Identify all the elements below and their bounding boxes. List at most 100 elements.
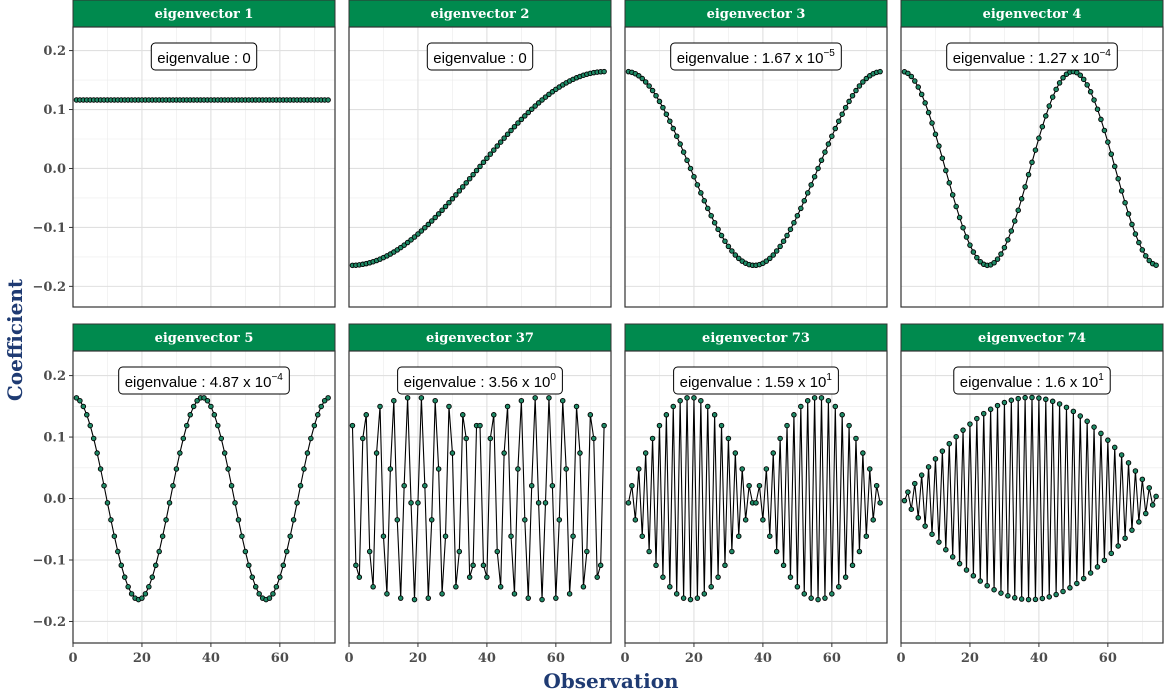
data-point — [736, 255, 742, 262]
data-point — [280, 562, 287, 569]
x-tick-label: 40 — [202, 651, 220, 666]
y-tick-label: 0.0 — [43, 162, 66, 177]
data-point — [425, 595, 432, 601]
data-point — [912, 480, 918, 487]
x-tick-label: 60 — [271, 651, 289, 666]
panel-border — [72, 26, 336, 308]
data-point — [228, 482, 235, 489]
data-point — [480, 562, 487, 569]
data-point — [1111, 163, 1118, 170]
data-point — [563, 466, 569, 472]
data-point — [680, 595, 687, 601]
data-point — [504, 403, 511, 410]
data-point — [470, 562, 476, 569]
data-point — [801, 198, 808, 204]
series-line — [903, 397, 1157, 600]
data-point — [1129, 221, 1135, 228]
data-point — [736, 533, 742, 539]
data-point — [325, 97, 331, 103]
data-point — [673, 133, 680, 139]
x-tick-label: 60 — [823, 651, 841, 666]
data-point — [460, 412, 466, 418]
data-point — [960, 427, 966, 433]
data-point — [118, 562, 125, 569]
data-point — [239, 533, 245, 539]
data-point — [991, 586, 997, 593]
data-point — [636, 466, 642, 472]
data-point — [1125, 211, 1132, 217]
data-point — [218, 435, 224, 442]
data-point — [566, 591, 573, 597]
data-point — [715, 574, 721, 580]
data-point — [829, 133, 835, 139]
data-point — [912, 78, 918, 84]
data-point — [832, 125, 839, 132]
eigenvalue-label-box — [953, 366, 1111, 395]
data-point — [832, 403, 839, 410]
data-point — [380, 533, 387, 539]
data-point — [1101, 557, 1108, 564]
data-point — [1056, 80, 1063, 86]
data-point — [1084, 82, 1090, 88]
data-point — [770, 450, 776, 456]
data-point — [905, 70, 911, 77]
data-point — [1015, 207, 1021, 214]
eigenvalue-label-box — [397, 366, 563, 395]
data-point — [956, 560, 963, 567]
data-point — [1080, 76, 1087, 83]
data-point — [249, 574, 256, 580]
data-point — [556, 517, 563, 523]
data-point — [187, 412, 193, 418]
data-point — [591, 435, 597, 442]
data-point — [1001, 244, 1008, 251]
data-point — [929, 120, 935, 126]
data-point — [846, 422, 852, 429]
data-point — [466, 175, 473, 182]
data-point — [1008, 397, 1015, 403]
data-point — [494, 143, 500, 149]
data-point — [1018, 596, 1025, 602]
data-point — [539, 97, 545, 103]
data-point — [115, 548, 121, 555]
data-point — [301, 466, 307, 472]
data-point — [484, 155, 490, 161]
data-point — [1146, 257, 1152, 264]
data-point — [646, 83, 652, 89]
data-point — [84, 412, 90, 418]
data-point — [391, 397, 397, 404]
data-point — [1029, 159, 1035, 166]
data-point — [970, 249, 977, 255]
x-tick-label: 60 — [547, 651, 565, 666]
data-point — [1022, 184, 1028, 190]
panel-3: eigenvector 3 eigenvalue : 1.67 x 10−5 — [624, 0, 888, 308]
data-point — [232, 500, 238, 506]
x-tick-label: 40 — [478, 651, 496, 666]
data-point — [528, 482, 535, 489]
data-point — [715, 226, 721, 233]
data-point — [694, 182, 701, 188]
data-point — [929, 531, 935, 537]
data-point — [963, 234, 970, 240]
eigenvalue-label: eigenvalue : 1.59 x 101 — [673, 366, 839, 395]
data-point — [173, 466, 180, 472]
data-point — [1146, 485, 1152, 491]
data-point — [1060, 588, 1066, 595]
panel-border — [348, 26, 612, 308]
strip-header — [900, 0, 1164, 28]
data-point — [1022, 394, 1028, 401]
data-point — [811, 173, 818, 180]
data-point — [601, 68, 607, 75]
data-point — [439, 591, 445, 597]
data-point — [1056, 401, 1063, 407]
data-point — [511, 123, 518, 130]
data-point — [780, 238, 787, 244]
data-point — [297, 482, 304, 489]
data-point — [473, 167, 480, 174]
eigenvalue-label-box — [118, 366, 290, 395]
data-point — [636, 73, 642, 79]
data-point — [1032, 147, 1039, 153]
data-point — [597, 562, 604, 569]
data-point — [653, 562, 659, 569]
data-point — [422, 482, 428, 489]
data-point — [925, 464, 932, 470]
